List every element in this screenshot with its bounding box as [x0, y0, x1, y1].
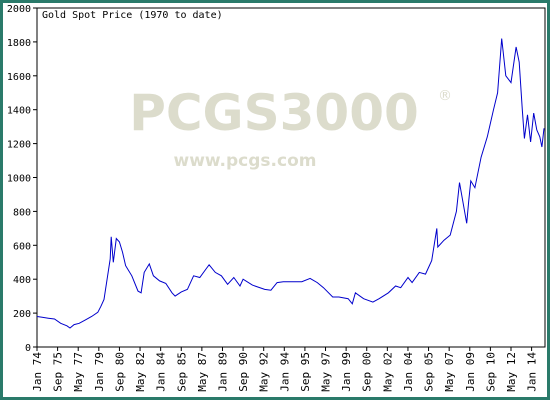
x-tick-label: May 12: [505, 352, 518, 392]
x-tick-label: May 82: [134, 352, 147, 392]
x-tick-label: Jan 14: [526, 352, 539, 392]
watermark-brand: PCGS3000: [129, 84, 419, 142]
price-line: [36, 38, 545, 329]
y-tick-label: 1400: [7, 106, 31, 117]
x-tick-label: May 02: [381, 352, 394, 392]
x-tick-label: Sep 90: [237, 352, 250, 392]
y-tick-label: 2000: [7, 4, 31, 15]
chart-title: Gold Spot Price (1970 to date): [42, 10, 223, 21]
watermark-mark: ®: [438, 88, 452, 104]
y-tick-label: 200: [13, 309, 31, 320]
x-tick-label: Jan 99: [340, 352, 353, 392]
y-tick-label: 400: [13, 275, 31, 286]
x-tick-label: Jan 84: [155, 352, 168, 392]
x-tick-label: Sep 85: [175, 352, 188, 392]
x-tick-label: Jan 89: [216, 352, 229, 392]
x-tick-label: Sep 00: [361, 352, 374, 392]
x-tick-label: Jan 74: [31, 352, 44, 392]
x-tick-label: Jan 09: [464, 352, 477, 392]
y-tick-label: 1000: [7, 174, 31, 185]
x-tick-label: Sep 05: [423, 352, 436, 392]
x-tick-label: May 77: [72, 352, 85, 392]
x-tick-label: May 07: [443, 352, 456, 392]
x-tick-label: May 97: [320, 352, 333, 392]
y-tick-label: 1200: [7, 140, 31, 151]
y-tick-label: 1600: [7, 72, 31, 83]
y-tick-label: 0: [25, 343, 31, 354]
x-tick-label: Sep 10: [484, 352, 497, 392]
x-tick-label: May 92: [258, 352, 271, 392]
y-tick-label: 800: [13, 207, 31, 218]
x-tick-label: Jan 79: [93, 352, 106, 392]
x-tick-label: Jan 04: [402, 352, 415, 392]
x-tick-label: Sep 80: [113, 352, 126, 392]
x-tick-label: Jan 94: [278, 352, 291, 392]
y-tick-label: 600: [13, 241, 31, 252]
x-tick-label: May 87: [196, 352, 209, 392]
x-tick-label: Sep 75: [52, 352, 65, 392]
watermark-site: www.pcgs.com: [174, 151, 317, 171]
y-tick-label: 1800: [7, 38, 31, 49]
x-tick-label: Sep 95: [299, 352, 312, 392]
